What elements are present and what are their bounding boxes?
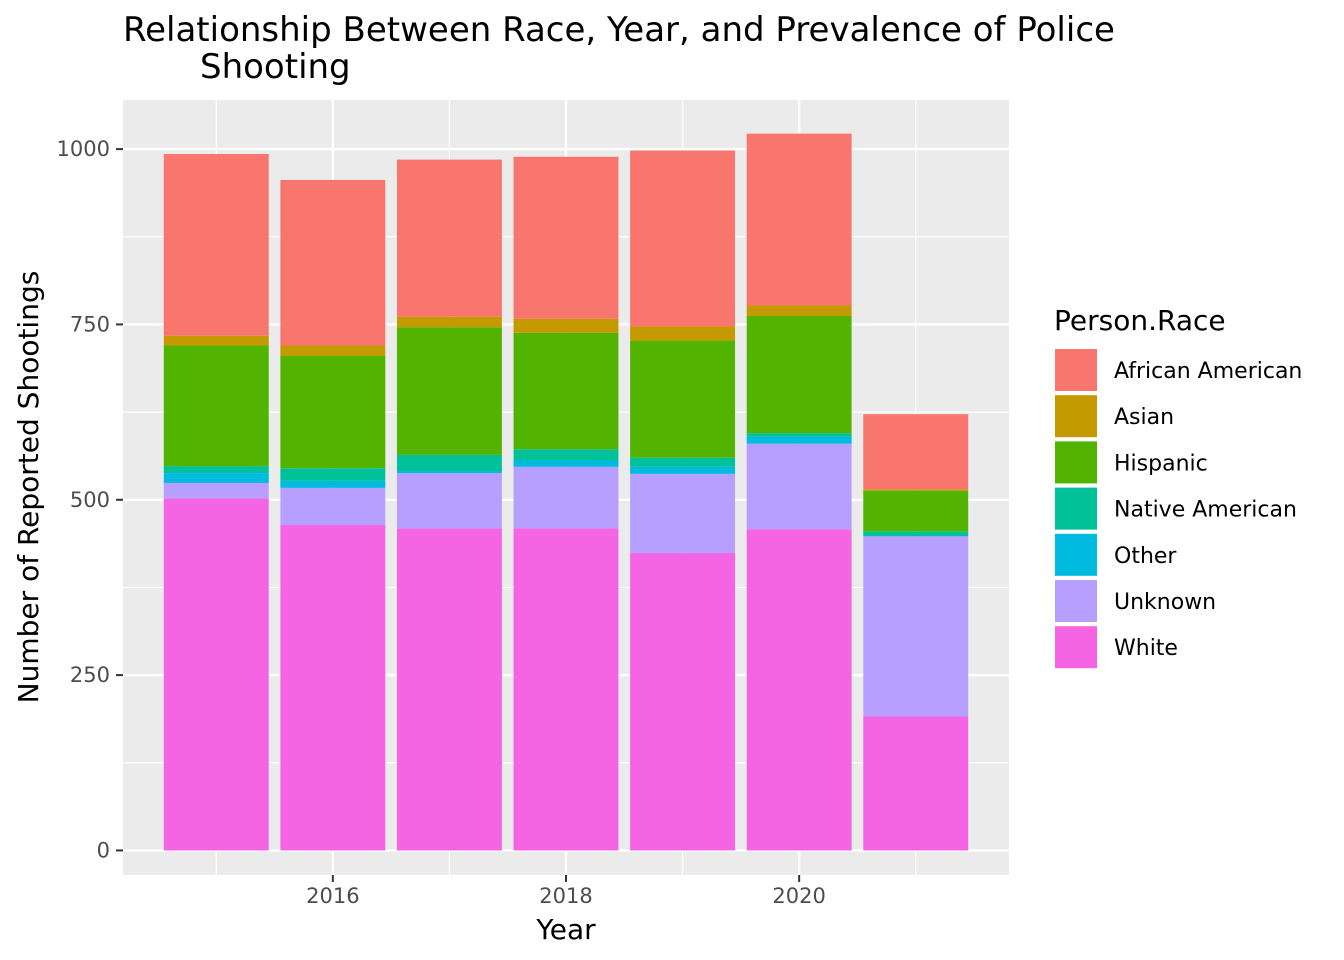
bar-2021-hispanic	[863, 490, 969, 532]
bar-2019-hispanic	[630, 340, 736, 458]
bar-2021-asian	[863, 489, 969, 491]
x-axis-title: Year	[535, 913, 596, 946]
bar-2019-native-american	[630, 457, 736, 467]
legend-title: Person.Race	[1054, 304, 1226, 337]
x-tick-label: 2018	[539, 884, 592, 908]
bar-2016-other	[280, 480, 386, 488]
legend-label-white: White	[1114, 636, 1178, 661]
legend-key-hispanic	[1055, 441, 1097, 484]
legend-label-other: Other	[1114, 544, 1177, 569]
bar-2015-native-american	[163, 466, 269, 474]
y-tick-label: 1000	[57, 137, 110, 161]
y-tick-label: 250	[70, 663, 110, 687]
legend-label-native-american: Native American	[1114, 498, 1297, 523]
x-tick-label: 2016	[306, 884, 359, 908]
bar-2021-african-american	[863, 414, 969, 490]
bar-2020-native-american	[746, 433, 852, 437]
legend: Person.Race African American Asian Hispani…	[1054, 304, 1302, 669]
x-tick-label: 2020	[772, 884, 825, 908]
bar-2015-asian	[163, 335, 269, 346]
bar-2018-asian	[513, 318, 619, 333]
bar-2017-asian	[396, 316, 502, 328]
bar-2018-other	[513, 460, 619, 467]
bar-2020-unknown	[746, 443, 852, 530]
bar-2016-native-american	[280, 468, 386, 481]
y-tick-label: 0	[97, 838, 110, 862]
bar-2015-hispanic	[163, 345, 269, 467]
bar-2015-other	[163, 473, 269, 483]
bar-2019-white	[630, 553, 736, 851]
bar-2016-unknown	[280, 487, 386, 526]
bar-2018-native-american	[513, 449, 619, 461]
y-tick-label: 500	[70, 488, 110, 512]
bar-2017-african-american	[396, 159, 502, 317]
bar-2017-hispanic	[396, 327, 502, 455]
bar-2017-native-american	[396, 454, 502, 472]
bar-2019-unknown	[630, 473, 736, 554]
bar-2021-unknown	[863, 536, 969, 717]
legend-label-african-american: African American	[1114, 359, 1302, 384]
legend-label-asian: Asian	[1114, 405, 1174, 430]
bar-2020-asian	[746, 305, 852, 317]
bar-2018-unknown	[513, 466, 619, 529]
legend-label-hispanic: Hispanic	[1114, 451, 1208, 476]
y-axis-title: Number of Reported Shootings	[12, 271, 45, 704]
chart-title-line-2: Shooting	[200, 47, 351, 87]
legend-label-unknown: Unknown	[1114, 590, 1216, 615]
bar-2021-native-american	[863, 531, 969, 537]
bar-2016-hispanic	[280, 355, 386, 469]
legend-key-unknown	[1055, 580, 1097, 622]
bar-2019-african-american	[630, 150, 736, 327]
bar-2019-asian	[630, 326, 736, 341]
y-tick-label: 750	[70, 312, 110, 336]
bar-2015-unknown	[163, 482, 269, 499]
bar-2020-hispanic	[746, 316, 852, 434]
bar-2018-hispanic	[513, 332, 619, 450]
bar-2020-other	[746, 436, 852, 444]
bar-2015-african-american	[163, 154, 269, 336]
legend-key-native-american	[1055, 487, 1097, 530]
legend-key-asian	[1055, 395, 1097, 438]
bars	[163, 133, 969, 851]
bar-2015-white	[163, 498, 269, 851]
bar-2016-asian	[280, 345, 386, 356]
bar-2016-african-american	[280, 179, 386, 346]
bar-2018-african-american	[513, 156, 619, 319]
bar-2018-white	[513, 528, 619, 851]
legend-key-white	[1055, 626, 1097, 669]
bar-2020-white	[746, 529, 852, 851]
chart-title-line-1: Relationship Between Race, Year, and Pre…	[123, 10, 1115, 50]
legend-key-other	[1055, 533, 1097, 576]
bar-2019-other	[630, 466, 736, 474]
bar-2017-unknown	[396, 473, 502, 529]
bar-2020-african-american	[746, 133, 852, 306]
y-axis: 0 250 500 750 1000	[57, 137, 123, 862]
bar-2021-white	[863, 716, 969, 851]
legend-key-african-american	[1055, 349, 1097, 391]
bar-2017-other	[396, 471, 502, 474]
bar-2016-white	[280, 525, 386, 851]
x-axis: 2016 2018 2020	[306, 875, 826, 908]
bar-2017-white	[396, 528, 502, 851]
